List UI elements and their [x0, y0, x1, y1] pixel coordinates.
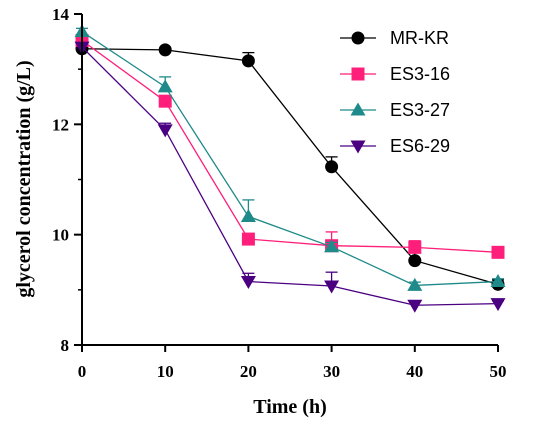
ticks-layer: 0 10 20 30 40 50 8 10 12 14 — [52, 5, 507, 381]
x-tick-label: 0 — [78, 362, 87, 381]
legend-label: ES3-16 — [390, 64, 450, 84]
data-point-es3-27 — [490, 274, 506, 288]
data-point-es3-27 — [324, 239, 340, 253]
data-point-es6-29 — [157, 124, 173, 138]
y-tick-label: 10 — [52, 226, 69, 245]
legend-label: ES3-27 — [390, 100, 450, 120]
data-point-es3-16 — [158, 94, 172, 108]
legend-marker — [350, 102, 366, 116]
data-point-mr-kr — [325, 160, 339, 174]
series-es6-29 — [74, 41, 506, 313]
data-point-es3-27 — [407, 277, 423, 291]
series-line-es6-29 — [81, 46, 499, 306]
y-axis-title: glycerol concentration (g/L) — [13, 60, 35, 297]
legend-marker — [350, 140, 366, 154]
data-point-mr-kr — [241, 54, 255, 68]
data-point-es6-29 — [490, 298, 506, 312]
data-point-es6-29 — [324, 280, 340, 294]
data-point-es3-27 — [157, 79, 173, 93]
legend-item-es6-29: ES6-29 — [340, 136, 450, 156]
data-point-es3-16 — [408, 240, 422, 254]
data-point-es6-29 — [240, 276, 256, 290]
legend-item-mr-kr: MR-KR — [340, 28, 449, 48]
series-line-mr-kr — [81, 48, 499, 285]
x-tick-label: 20 — [240, 362, 257, 381]
legend-marker — [351, 67, 365, 81]
x-tick-label: 50 — [490, 362, 507, 381]
legend-marker — [351, 31, 365, 45]
legend-label: MR-KR — [390, 28, 449, 48]
legend-item-es3-16: ES3-16 — [340, 64, 450, 84]
data-point-es3-16 — [241, 232, 255, 246]
x-tick-label: 30 — [323, 362, 340, 381]
y-tick-label: 12 — [52, 115, 69, 134]
legend-item-es3-27: ES3-27 — [340, 100, 450, 120]
y-tick-label: 8 — [61, 336, 70, 355]
legend-label: ES6-29 — [390, 136, 450, 156]
x-tick-label: 10 — [157, 362, 174, 381]
data-point-es6-29 — [407, 299, 423, 313]
data-point-mr-kr — [408, 254, 422, 268]
x-tick-label: 40 — [406, 362, 423, 381]
y-tick-label: 14 — [52, 5, 70, 24]
data-point-mr-kr — [158, 43, 172, 57]
series-es3-27 — [74, 24, 506, 291]
x-axis-title: Time (h) — [253, 396, 327, 418]
data-point-es3-27 — [240, 208, 256, 222]
legend: MR-KR ES3-16 ES3-27 ES6-29 — [340, 28, 450, 156]
series-line-es3-16 — [81, 39, 499, 253]
series-layer — [74, 24, 506, 313]
data-point-es3-16 — [491, 245, 505, 259]
series-line-es3-27 — [81, 31, 499, 287]
